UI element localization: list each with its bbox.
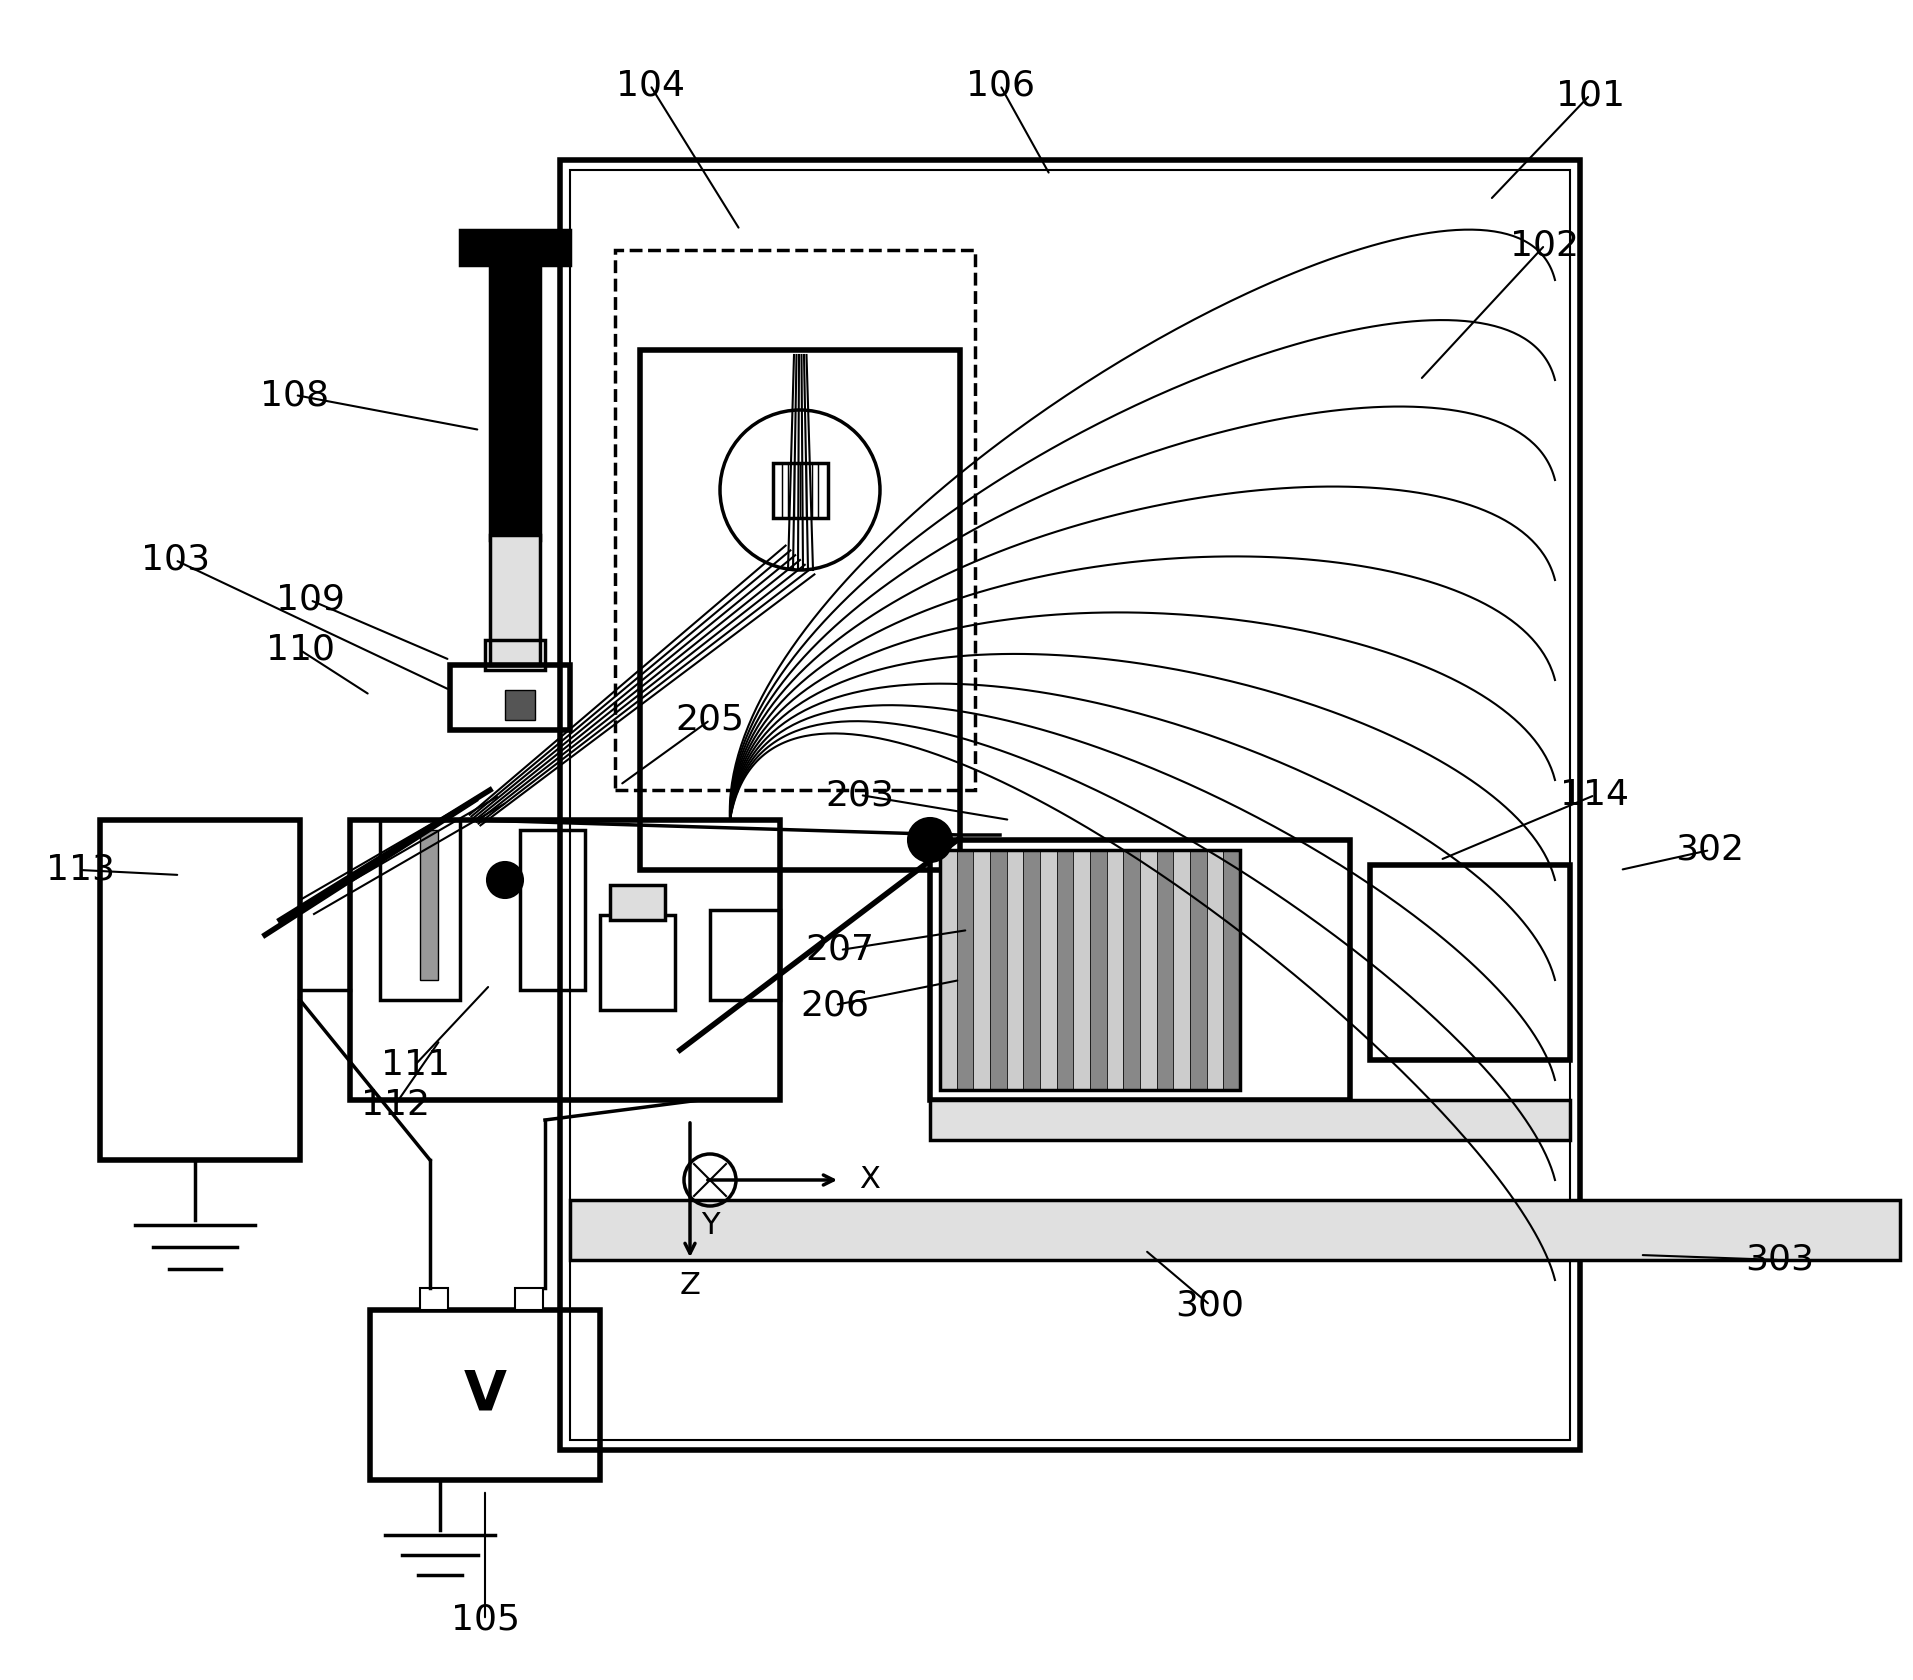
Bar bbox=[710, 911, 781, 1000]
Text: V: V bbox=[463, 1368, 507, 1421]
Text: 302: 302 bbox=[1676, 833, 1745, 867]
Bar bbox=[570, 170, 1571, 1440]
Text: 303: 303 bbox=[1745, 1243, 1815, 1277]
Bar bbox=[610, 885, 666, 921]
Text: 108: 108 bbox=[260, 378, 329, 412]
Text: 102: 102 bbox=[1511, 228, 1580, 262]
Bar bbox=[930, 840, 1351, 1100]
Text: 105: 105 bbox=[450, 1603, 520, 1636]
Bar bbox=[939, 850, 1240, 1090]
Text: 104: 104 bbox=[616, 67, 685, 102]
Bar bbox=[991, 850, 1006, 1090]
Bar bbox=[773, 462, 828, 517]
Bar bbox=[505, 690, 536, 721]
Bar bbox=[459, 230, 570, 265]
Bar bbox=[1123, 850, 1140, 1090]
Bar bbox=[369, 1310, 601, 1480]
Bar bbox=[641, 349, 960, 870]
Text: 101: 101 bbox=[1555, 77, 1624, 113]
Bar bbox=[939, 850, 956, 1090]
Bar bbox=[974, 850, 991, 1090]
Bar bbox=[490, 265, 539, 539]
Text: 207: 207 bbox=[805, 932, 874, 968]
Bar bbox=[614, 250, 976, 790]
Text: 203: 203 bbox=[826, 778, 895, 811]
Text: 109: 109 bbox=[275, 583, 344, 617]
Text: 110: 110 bbox=[266, 633, 335, 667]
Bar bbox=[520, 830, 585, 990]
Bar bbox=[421, 1289, 448, 1310]
Text: X: X bbox=[859, 1166, 880, 1194]
Text: Z: Z bbox=[679, 1270, 700, 1300]
Bar bbox=[1090, 850, 1106, 1090]
Bar bbox=[1106, 850, 1123, 1090]
Text: 113: 113 bbox=[46, 853, 115, 887]
Bar bbox=[1370, 865, 1571, 1060]
Bar bbox=[570, 1200, 1900, 1260]
Text: 103: 103 bbox=[140, 543, 210, 576]
Circle shape bbox=[909, 818, 953, 862]
Circle shape bbox=[488, 862, 522, 899]
Bar bbox=[1056, 850, 1073, 1090]
Bar bbox=[1140, 850, 1157, 1090]
Bar bbox=[601, 916, 675, 1010]
Bar bbox=[350, 820, 781, 1100]
Bar bbox=[1207, 850, 1222, 1090]
Bar bbox=[515, 1289, 543, 1310]
Text: 112: 112 bbox=[360, 1089, 430, 1122]
Bar bbox=[381, 820, 459, 1000]
Text: 106: 106 bbox=[966, 67, 1035, 102]
Bar bbox=[490, 534, 539, 665]
Bar bbox=[99, 820, 300, 1159]
Bar bbox=[1173, 850, 1190, 1090]
Text: Y: Y bbox=[700, 1211, 719, 1240]
Bar bbox=[1157, 850, 1173, 1090]
Bar bbox=[486, 640, 545, 670]
Bar bbox=[1041, 850, 1056, 1090]
Text: 300: 300 bbox=[1175, 1289, 1245, 1322]
Bar bbox=[421, 830, 438, 979]
Bar bbox=[1222, 850, 1240, 1090]
Text: 111: 111 bbox=[381, 1048, 450, 1082]
Bar bbox=[561, 160, 1580, 1450]
Bar bbox=[1190, 850, 1207, 1090]
Bar bbox=[930, 1100, 1571, 1141]
Text: 206: 206 bbox=[800, 988, 870, 1021]
Bar bbox=[1006, 850, 1023, 1090]
Bar bbox=[956, 850, 974, 1090]
Bar bbox=[450, 665, 570, 731]
Text: 114: 114 bbox=[1561, 778, 1630, 811]
Bar bbox=[1073, 850, 1090, 1090]
Bar bbox=[1023, 850, 1041, 1090]
Text: 205: 205 bbox=[675, 702, 744, 738]
